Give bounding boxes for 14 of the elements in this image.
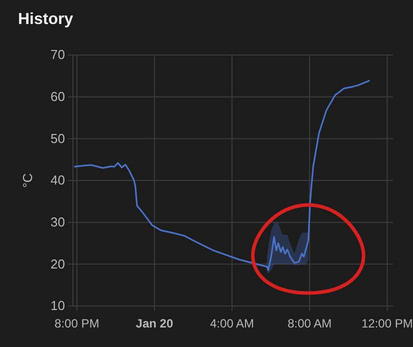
- y-tick-label: 60: [50, 88, 65, 104]
- x-tick-label: Jan 20: [136, 316, 174, 331]
- y-tick-label: 10: [50, 298, 65, 314]
- y-axis-title: °C: [20, 173, 35, 188]
- y-tick-label: 40: [50, 172, 65, 188]
- x-tick-label: 12:00 PM: [361, 316, 413, 331]
- y-tick-label: 30: [50, 214, 65, 230]
- x-tick-label: 8:00 AM: [288, 316, 332, 331]
- x-tick-label: 8:00 PM: [54, 316, 100, 331]
- y-tick-label: 50: [50, 130, 65, 146]
- y-tick-label: 70: [50, 47, 65, 62]
- y-tick-label: 20: [50, 256, 65, 272]
- x-tick-label: 4:00 AM: [210, 316, 254, 331]
- chart-title: History: [18, 11, 74, 28]
